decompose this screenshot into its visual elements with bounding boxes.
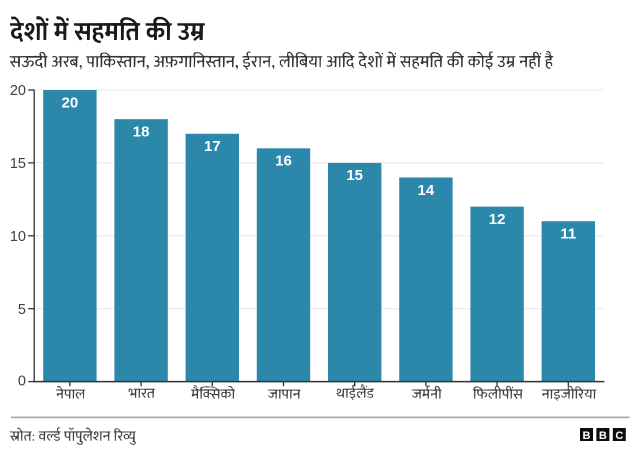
svg-text:11: 11 bbox=[560, 226, 576, 243]
svg-text:20: 20 bbox=[62, 94, 79, 111]
svg-text:B: B bbox=[599, 430, 607, 442]
svg-text:B: B bbox=[583, 430, 591, 442]
svg-text:5: 5 bbox=[18, 302, 26, 318]
svg-text:0: 0 bbox=[18, 374, 26, 390]
svg-text:C: C bbox=[615, 430, 623, 442]
svg-text:20: 20 bbox=[10, 83, 26, 99]
svg-text:17: 17 bbox=[204, 138, 221, 155]
svg-text:16: 16 bbox=[275, 153, 292, 170]
svg-text:15: 15 bbox=[346, 167, 363, 184]
svg-text:14: 14 bbox=[418, 182, 435, 199]
svg-text:15: 15 bbox=[10, 156, 26, 172]
svg-text:10: 10 bbox=[10, 229, 26, 245]
svg-text:18: 18 bbox=[133, 123, 150, 140]
svg-text:12: 12 bbox=[489, 211, 506, 228]
